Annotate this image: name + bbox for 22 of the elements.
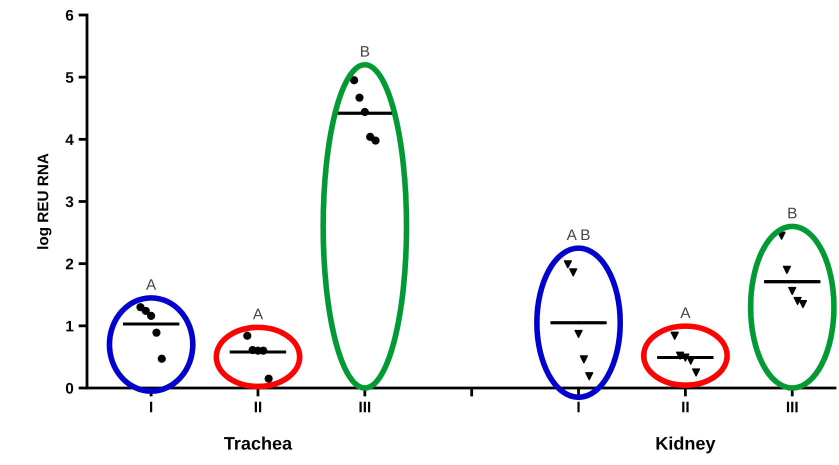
text: Trachea — [224, 436, 292, 450]
y-tick-label: 1 — [66, 320, 74, 332]
x-tick-label: III — [786, 402, 798, 412]
x-tick-label: I — [150, 402, 152, 412]
text: Kidney — [656, 436, 716, 454]
annotation: B — [360, 46, 370, 57]
y-tick-label: 6 — [66, 10, 74, 21]
x-tick-label: II — [254, 402, 262, 412]
y-tick-label: 3 — [66, 196, 74, 208]
x-tick-label: I — [577, 402, 580, 412]
y-tick-label: 2 — [66, 258, 74, 270]
y-tick-label: 5 — [66, 72, 74, 83]
y-axis-title: log REU RNA — [37, 154, 52, 249]
annotation: A — [680, 307, 690, 318]
x-tick-label: II — [682, 402, 689, 412]
annotation: A — [146, 279, 156, 290]
y-tick-label: 0 — [66, 382, 74, 394]
y-tick-label: 4 — [66, 134, 74, 145]
annotation: A B — [566, 229, 590, 240]
annotation: A — [252, 308, 264, 320]
x-tick-label: III — [359, 402, 370, 412]
annotation: B — [788, 208, 797, 218]
